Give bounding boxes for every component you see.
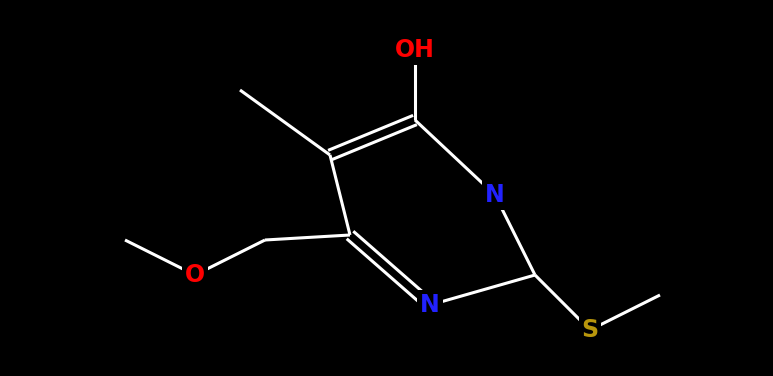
Text: O: O [185, 263, 205, 287]
Text: OH: OH [395, 38, 435, 62]
Text: N: N [485, 183, 505, 207]
Text: S: S [581, 318, 598, 342]
Text: N: N [420, 293, 440, 317]
